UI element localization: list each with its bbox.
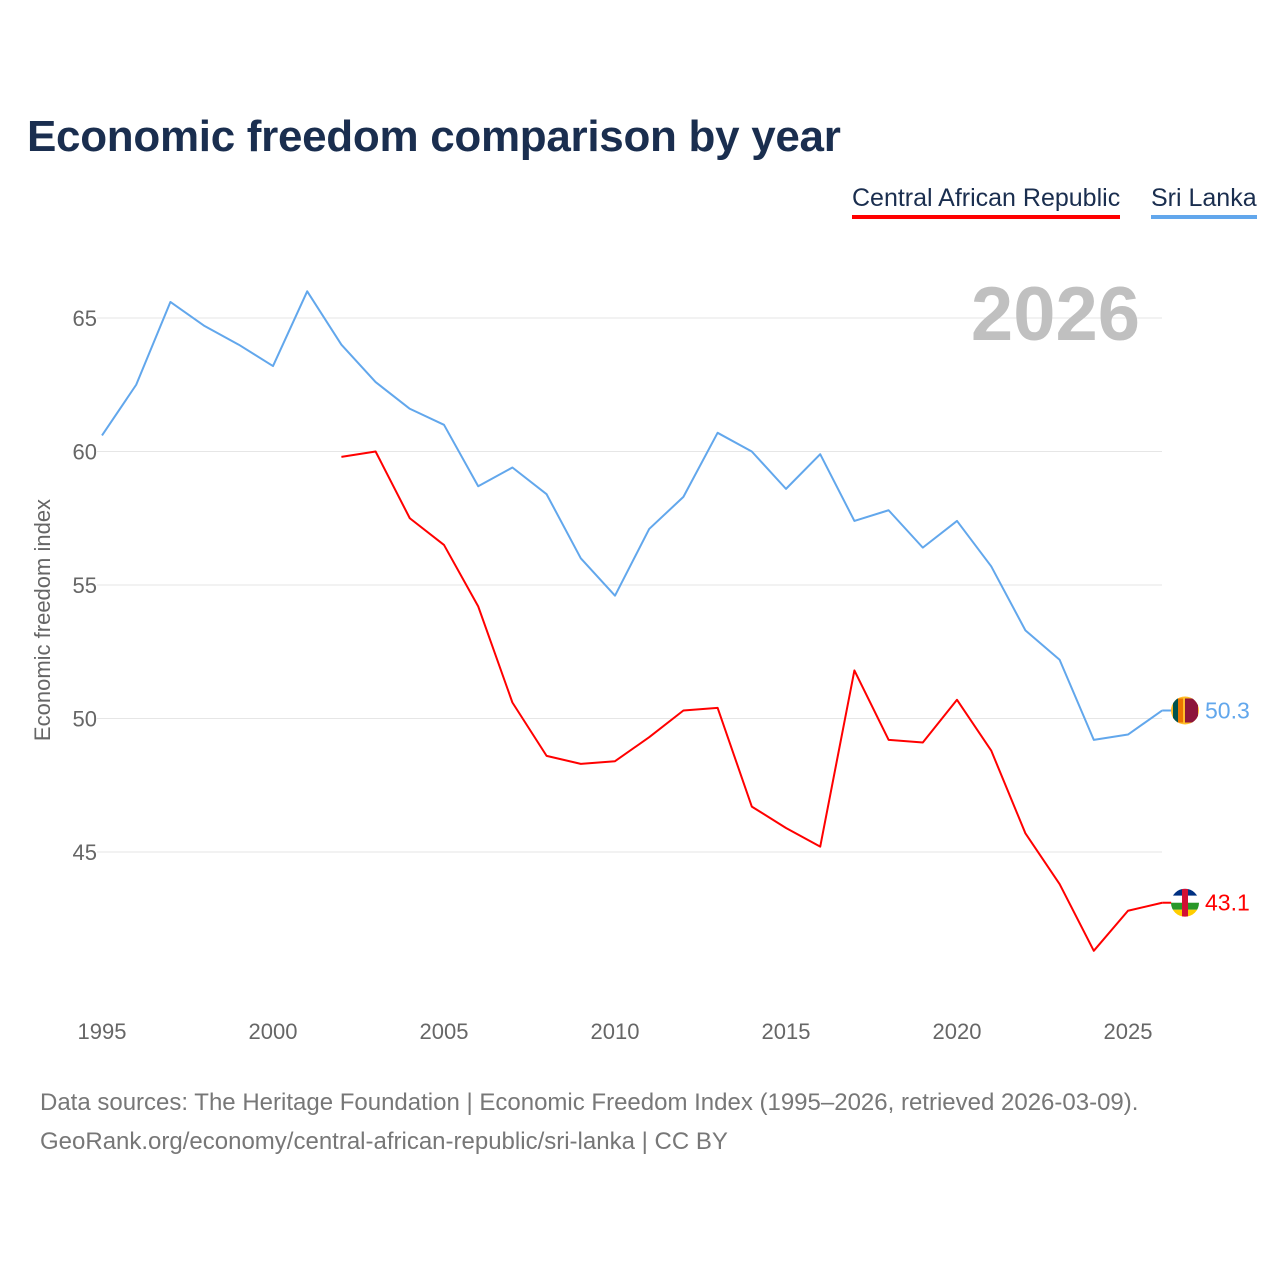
y-tick-label: 45	[73, 840, 97, 865]
flag-sri-lanka-icon	[1171, 696, 1199, 725]
legend-central-african-republic[interactable]: Central African Republic	[852, 184, 1121, 219]
x-tick-label: 2015	[762, 1019, 811, 1044]
y-tick-label: 50	[73, 707, 97, 732]
flag-stripes	[1171, 696, 1199, 725]
chart-title: Economic freedom comparison by year	[27, 112, 841, 161]
y-tick-label: 65	[73, 306, 97, 331]
flag-central-african-republic-icon	[1171, 888, 1199, 917]
y-tick-label: 60	[73, 440, 97, 465]
x-tick-label: 2005	[420, 1019, 469, 1044]
x-tick-label: 2020	[933, 1019, 982, 1044]
series-line-central-african-republic	[341, 450, 1163, 952]
flag-stripes	[1171, 888, 1199, 917]
footer-sources: Data sources: The Heritage Foundation | …	[40, 1089, 1139, 1116]
x-tick-label: 2010	[591, 1019, 640, 1044]
x-tick-label: 2000	[249, 1019, 298, 1044]
flag-stripe	[1182, 888, 1188, 917]
flag-stripe	[1173, 698, 1178, 723]
x-tick-label: 2025	[1104, 1019, 1153, 1044]
y-tick-label: 55	[73, 573, 97, 598]
footer-credit: GeoRank.org/economy/central-african-repu…	[40, 1128, 728, 1155]
y-axis-label: Economic freedom index	[30, 499, 55, 741]
series-line-sri-lanka	[101, 290, 1163, 741]
flag-stripe	[1185, 698, 1198, 723]
year-watermark: 2026	[971, 272, 1140, 357]
end-value-label-sri-lanka: 50.3	[1205, 697, 1250, 723]
end-value-label-central-african-republic: 43.1	[1205, 890, 1250, 916]
x-tick-label: 1995	[78, 1019, 127, 1044]
legend-sri-lanka[interactable]: Sri Lanka	[1151, 184, 1257, 219]
flag-stripe	[1178, 698, 1183, 723]
